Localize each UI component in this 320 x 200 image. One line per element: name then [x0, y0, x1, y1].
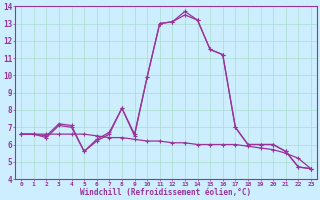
X-axis label: Windchill (Refroidissement éolien,°C): Windchill (Refroidissement éolien,°C): [80, 188, 252, 197]
